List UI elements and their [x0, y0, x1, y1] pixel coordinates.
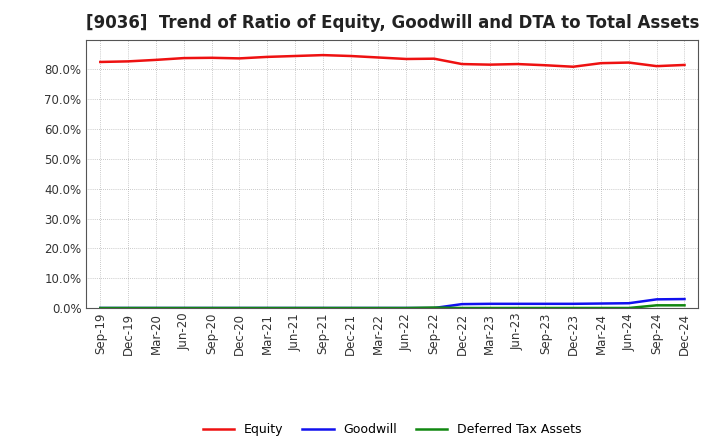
Deferred Tax Assets — [235, 305, 243, 311]
Goodwill — [597, 301, 606, 306]
Equity — [485, 62, 494, 67]
Deferred Tax Assets — [124, 305, 132, 311]
Line: Goodwill: Goodwill — [100, 299, 685, 308]
Equity — [513, 62, 522, 67]
Equity — [318, 52, 327, 58]
Deferred Tax Assets — [152, 305, 161, 311]
Equity — [458, 62, 467, 67]
Line: Equity: Equity — [100, 55, 685, 67]
Deferred Tax Assets — [263, 305, 271, 311]
Goodwill — [152, 305, 161, 311]
Goodwill — [235, 305, 243, 311]
Goodwill — [96, 305, 104, 311]
Deferred Tax Assets — [291, 305, 300, 311]
Equity — [652, 63, 661, 69]
Goodwill — [374, 305, 383, 311]
Equity — [597, 61, 606, 66]
Equity — [402, 56, 410, 62]
Goodwill — [485, 301, 494, 307]
Goodwill — [124, 305, 132, 311]
Goodwill — [458, 301, 467, 307]
Deferred Tax Assets — [96, 305, 104, 311]
Equity — [235, 56, 243, 61]
Equity — [263, 54, 271, 59]
Deferred Tax Assets — [597, 305, 606, 311]
Deferred Tax Assets — [318, 305, 327, 311]
Goodwill — [430, 305, 438, 311]
Equity — [569, 64, 577, 70]
Deferred Tax Assets — [624, 305, 633, 311]
Deferred Tax Assets — [541, 305, 550, 311]
Goodwill — [263, 305, 271, 311]
Deferred Tax Assets — [513, 305, 522, 311]
Equity — [680, 62, 689, 68]
Goodwill — [207, 305, 216, 311]
Equity — [152, 57, 161, 62]
Deferred Tax Assets — [569, 305, 577, 311]
Goodwill — [402, 305, 410, 311]
Deferred Tax Assets — [179, 305, 188, 311]
Goodwill — [291, 305, 300, 311]
Goodwill — [569, 301, 577, 307]
Deferred Tax Assets — [652, 303, 661, 308]
Title: [9036]  Trend of Ratio of Equity, Goodwill and DTA to Total Assets: [9036] Trend of Ratio of Equity, Goodwil… — [86, 15, 699, 33]
Equity — [124, 59, 132, 64]
Deferred Tax Assets — [485, 305, 494, 311]
Equity — [291, 53, 300, 59]
Equity — [541, 62, 550, 68]
Goodwill — [652, 297, 661, 302]
Legend: Equity, Goodwill, Deferred Tax Assets: Equity, Goodwill, Deferred Tax Assets — [198, 418, 587, 440]
Equity — [179, 55, 188, 61]
Equity — [624, 60, 633, 65]
Equity — [96, 59, 104, 65]
Deferred Tax Assets — [430, 305, 438, 310]
Deferred Tax Assets — [402, 305, 410, 311]
Equity — [374, 55, 383, 60]
Goodwill — [680, 297, 689, 302]
Goodwill — [179, 305, 188, 311]
Goodwill — [541, 301, 550, 307]
Equity — [430, 56, 438, 61]
Deferred Tax Assets — [680, 303, 689, 308]
Goodwill — [624, 301, 633, 306]
Line: Deferred Tax Assets: Deferred Tax Assets — [100, 305, 685, 308]
Equity — [346, 53, 355, 59]
Goodwill — [318, 305, 327, 311]
Goodwill — [346, 305, 355, 311]
Deferred Tax Assets — [458, 305, 467, 311]
Goodwill — [513, 301, 522, 307]
Deferred Tax Assets — [374, 305, 383, 311]
Deferred Tax Assets — [346, 305, 355, 311]
Equity — [207, 55, 216, 60]
Deferred Tax Assets — [207, 305, 216, 311]
